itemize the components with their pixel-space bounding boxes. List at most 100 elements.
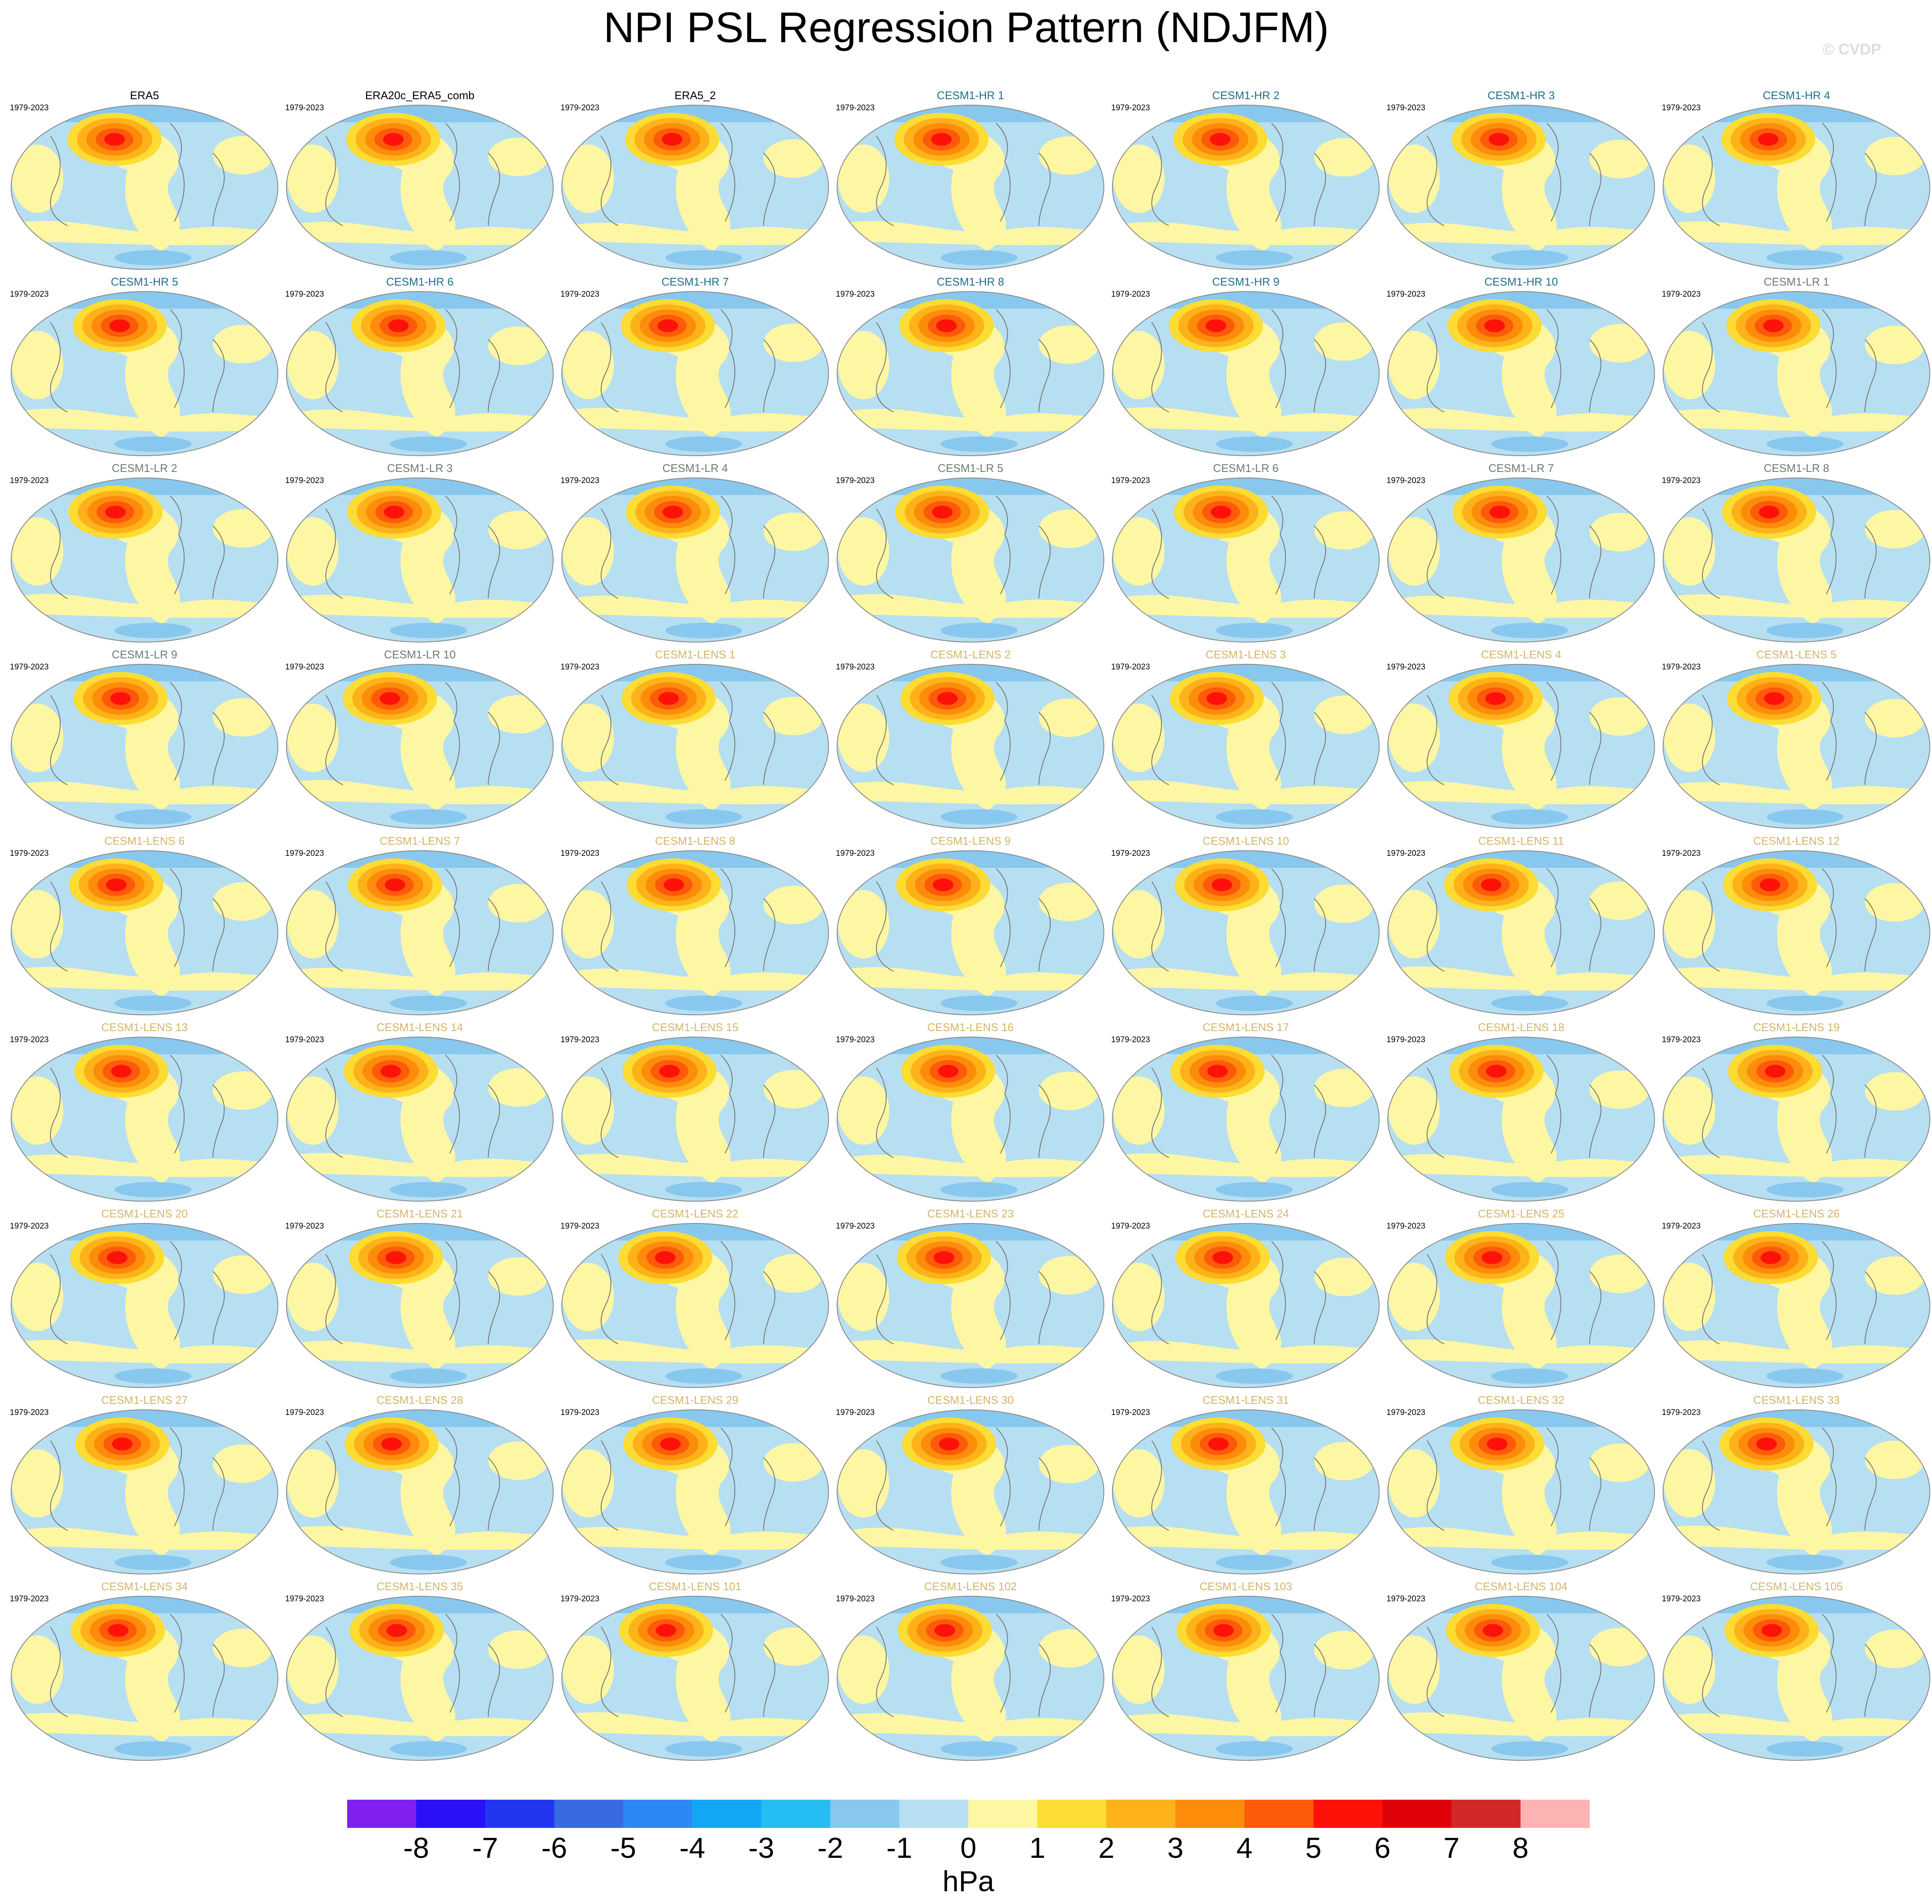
- map-region: [1389, 1449, 1440, 1518]
- map-region: [12, 1263, 63, 1331]
- map-region: [1491, 1741, 1568, 1757]
- map-region: [837, 781, 1104, 805]
- panel-title: CESM1-LR 8: [1764, 462, 1829, 475]
- map-blob: [1208, 1438, 1229, 1450]
- panel-period: 1979-2023: [285, 1408, 324, 1417]
- map: [1663, 1596, 1930, 1760]
- coastline: [325, 1241, 500, 1344]
- map-blob: [1763, 319, 1784, 332]
- map-region: [1491, 1182, 1568, 1197]
- panel-period: 1979-2023: [1111, 1035, 1150, 1044]
- colorbar-swatch: [1244, 1800, 1314, 1828]
- panel-title: CESM1-HR 8: [937, 275, 1004, 288]
- map-region: [1663, 782, 1930, 805]
- panel-period: 1979-2023: [285, 849, 324, 858]
- coastline: [50, 309, 225, 413]
- map-region: [286, 595, 553, 618]
- panel-period: 1979-2023: [836, 290, 875, 299]
- coastline: [876, 123, 1051, 226]
- panel-title: CESM1-LENS 25: [1478, 1207, 1564, 1220]
- panel-title: CESM1-HR 2: [1212, 89, 1279, 102]
- panel-title: CESM1-LENS 3: [1206, 648, 1286, 661]
- map-region: [562, 595, 829, 618]
- map-region: [1113, 144, 1165, 213]
- panel-period: 1979-2023: [1111, 1408, 1150, 1417]
- map: [286, 1223, 553, 1388]
- map-blob: [111, 1065, 132, 1078]
- map-region: [764, 1254, 823, 1293]
- map-region: [11, 221, 278, 245]
- panel-title: CESM1-LENS 30: [927, 1394, 1014, 1406]
- map-blob: [386, 1624, 407, 1637]
- map-region: [1663, 1525, 1930, 1550]
- map-blob: [663, 506, 683, 519]
- coastline: [1427, 309, 1602, 413]
- panel-period: 1979-2023: [836, 849, 875, 858]
- map-region: [1314, 884, 1374, 923]
- panel-period: 1979-2023: [1386, 290, 1425, 299]
- map-outline: [11, 1037, 278, 1202]
- map-outline: [1387, 105, 1655, 270]
- panel-title: CESM1-LENS 35: [377, 1580, 463, 1593]
- panel-period: 1979-2023: [560, 476, 599, 485]
- colorbar-tick-label: 5: [1305, 1832, 1321, 1864]
- map-outline: [286, 105, 554, 270]
- map-region: [665, 1182, 742, 1197]
- coastline: [50, 682, 225, 785]
- map-blob: [1212, 1251, 1233, 1264]
- map-region: [390, 1182, 467, 1197]
- map-region: [1113, 890, 1165, 958]
- map: [11, 1596, 278, 1760]
- map-blob: [380, 692, 400, 705]
- panel-title: CESM1-LENS 18: [1478, 1021, 1564, 1034]
- map-outline: [1663, 850, 1930, 1015]
- coastline: [1702, 868, 1877, 972]
- panel-period: 1979-2023: [836, 663, 875, 672]
- panel-period: 1979-2023: [560, 1595, 599, 1603]
- coastline: [1427, 868, 1602, 972]
- panel-period: 1979-2023: [1111, 476, 1150, 485]
- map-region: [837, 1713, 1104, 1736]
- panel-title: CESM1-LENS 103: [1200, 1580, 1292, 1593]
- coastline: [601, 1055, 776, 1158]
- map: [1663, 851, 1930, 1015]
- map-region: [1112, 1526, 1379, 1550]
- map-panel: 1979-2023 CESM1-LR 1: [1662, 275, 1930, 456]
- panel-title: CESM1-LENS 19: [1753, 1021, 1840, 1034]
- map-region: [1216, 1368, 1293, 1384]
- panel-title: CESM1-LR 4: [662, 462, 728, 475]
- panel-title: CESM1-LENS 15: [652, 1021, 738, 1034]
- map-region: [1663, 409, 1930, 432]
- map-panel: 1979-2023 CESM1-HR 9: [1111, 275, 1380, 456]
- map-panel: 1979-2023 CESM1-LENS 21: [285, 1207, 554, 1388]
- map-panel: 1979-2023 CESM1-LENS 17: [1111, 1021, 1380, 1202]
- colorbar-swatch: [1451, 1800, 1521, 1828]
- panel-period: 1979-2023: [10, 1035, 49, 1044]
- map-region: [213, 1071, 273, 1110]
- map-region: [287, 1263, 339, 1331]
- map-panel: 1979-2023 CESM1-LENS 1: [560, 648, 829, 829]
- map-panel: 1979-2023 CESM1-HR 1: [836, 89, 1104, 270]
- map-outline: [286, 664, 554, 829]
- map-blob: [105, 506, 126, 519]
- coastline: [325, 309, 500, 413]
- map-outline: [837, 664, 1104, 829]
- map: [1112, 664, 1379, 828]
- map-blob: [932, 506, 953, 519]
- map: [562, 1037, 829, 1201]
- map-outline: [286, 1596, 554, 1761]
- map-region: [1663, 1340, 1930, 1364]
- map-region: [390, 1368, 467, 1384]
- panel-title: CESM1-LENS 104: [1475, 1580, 1568, 1593]
- map-outline: [837, 291, 1104, 456]
- map-blob: [1482, 1251, 1502, 1264]
- coastline: [50, 1614, 225, 1717]
- map-blob: [1206, 692, 1227, 705]
- map-region: [115, 1741, 192, 1757]
- map-region: [1112, 1714, 1379, 1736]
- map-region: [1865, 883, 1925, 922]
- map-panel: 1979-2023 CESM1-LENS 30: [836, 1394, 1104, 1574]
- map-region: [1865, 1441, 1925, 1479]
- map-region: [286, 1153, 553, 1177]
- map-region: [1590, 140, 1649, 178]
